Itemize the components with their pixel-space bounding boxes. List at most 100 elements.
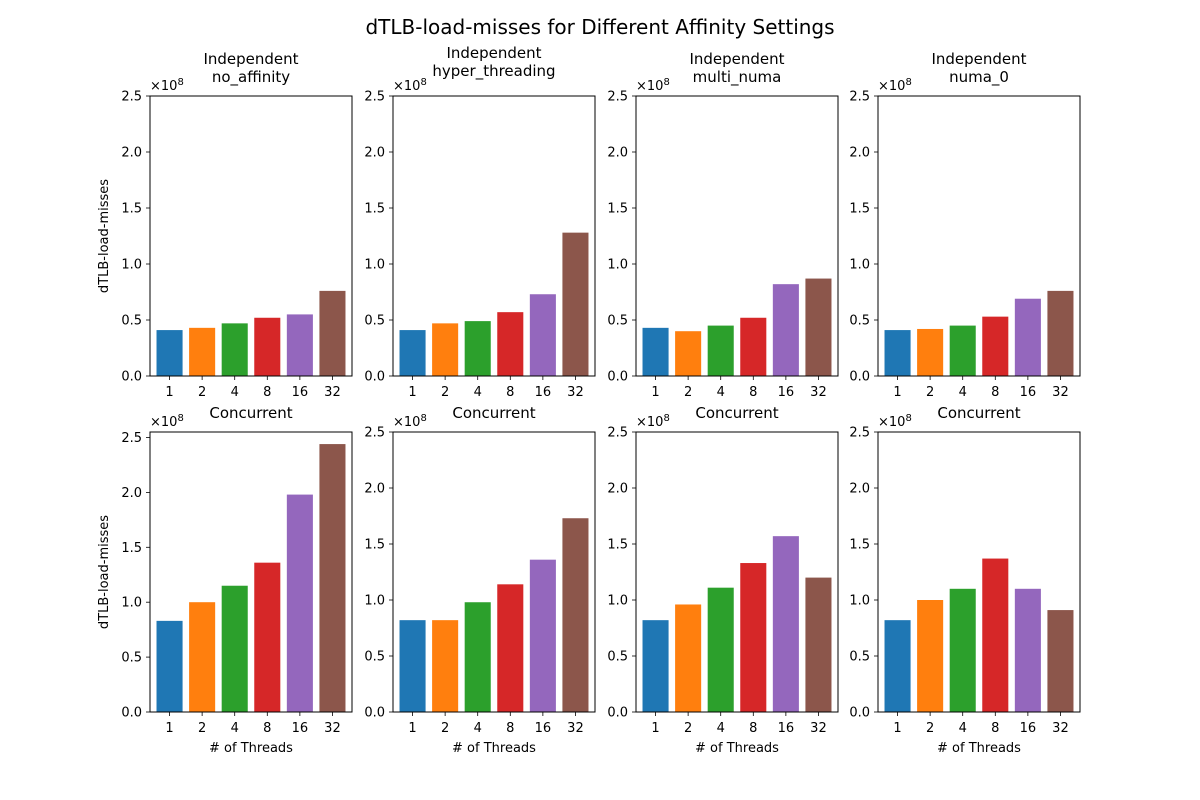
y-scale-label: ×108 xyxy=(393,413,427,430)
y-tick-label: 1.5 xyxy=(607,202,628,217)
bar-4 xyxy=(949,588,976,712)
bar-32 xyxy=(1047,610,1074,712)
bar-1 xyxy=(399,620,426,712)
y-tick-label: 1.5 xyxy=(607,538,628,553)
y-tick-label: 0.5 xyxy=(364,650,385,665)
y-axis-label: dTLB-load-misses xyxy=(97,179,112,293)
bar-1 xyxy=(156,620,183,712)
x-tick-label: 1 xyxy=(165,721,173,736)
y-tick-label: 2.0 xyxy=(849,146,870,161)
x-tick-label: 4 xyxy=(231,721,239,736)
y-tick-label: 2.0 xyxy=(607,146,628,161)
panel-3: 1 2 4 8 16 32 0.0 0.5 1.0 1.5 2.0 2.5 ×108 Independen… xyxy=(607,50,839,400)
bar-1 xyxy=(642,327,669,376)
bar-16 xyxy=(772,536,799,712)
y-tick-label: 0.0 xyxy=(607,706,628,721)
y-tick-label: 2.0 xyxy=(121,486,142,501)
panel-title: Independent xyxy=(203,50,298,68)
x-tick-label: 2 xyxy=(926,385,934,400)
y-tick-label: 1.5 xyxy=(849,202,870,217)
bar-32 xyxy=(319,444,346,712)
bar-2 xyxy=(917,328,944,376)
axes-frame xyxy=(877,431,1081,713)
y-tick-label: 2.0 xyxy=(607,482,628,497)
panel-title: Independent xyxy=(446,44,541,62)
bar-1 xyxy=(884,330,911,376)
x-tick-label: 16 xyxy=(292,721,309,736)
bar-2 xyxy=(675,331,702,376)
x-tick-label: 16 xyxy=(1020,385,1037,400)
bar-2 xyxy=(189,327,216,376)
y-tick-label: 2.5 xyxy=(607,426,628,441)
x-tick-label: 2 xyxy=(441,385,449,400)
y-tick-label: 1.0 xyxy=(121,596,142,611)
bar-2 xyxy=(432,323,459,376)
panel-title: numa_0 xyxy=(949,68,1009,87)
bar-8 xyxy=(254,562,281,712)
bar-4 xyxy=(464,602,491,712)
y-tick-label: 1.0 xyxy=(607,594,628,609)
y-scale-label: ×108 xyxy=(393,77,427,94)
y-tick-label: 0.0 xyxy=(849,706,870,721)
x-tick-label: 4 xyxy=(717,721,725,736)
bar-2 xyxy=(675,604,702,712)
axes-frame xyxy=(635,95,839,377)
bar-4 xyxy=(949,325,976,376)
x-tick-label: 1 xyxy=(893,385,901,400)
y-tick-label: 0.5 xyxy=(849,314,870,329)
panel-6: 1 2 4 8 16 32 0.0 0.5 1.0 1.5 2.0 2.5 ×108 Concurrent… xyxy=(364,404,596,756)
x-tick-label: 2 xyxy=(198,721,206,736)
axes-frame xyxy=(149,95,353,377)
bar-2 xyxy=(189,602,216,712)
y-tick-label: 1.0 xyxy=(364,594,385,609)
panel-4: 1 2 4 8 16 32 0.0 0.5 1.0 1.5 2.0 2.5 ×108 Independen… xyxy=(849,50,1081,400)
x-tick-label: 1 xyxy=(651,385,659,400)
y-tick-label: 2.0 xyxy=(364,146,385,161)
y-tick-label: 0.0 xyxy=(607,370,628,385)
bar-4 xyxy=(464,321,491,376)
x-tick-label: 2 xyxy=(198,385,206,400)
panel-title: Independent xyxy=(931,50,1026,68)
bar-8 xyxy=(982,558,1009,712)
bar-4 xyxy=(221,585,248,712)
x-tick-label: 8 xyxy=(506,385,514,400)
y-tick-label: 0.0 xyxy=(849,370,870,385)
y-tick-label: 0.0 xyxy=(364,706,385,721)
x-tick-label: 32 xyxy=(567,385,584,400)
x-tick-label: 4 xyxy=(959,385,967,400)
bar-8 xyxy=(497,312,524,376)
y-tick-label: 2.5 xyxy=(849,90,870,105)
x-tick-label: 8 xyxy=(991,721,999,736)
y-tick-label: 2.5 xyxy=(121,90,142,105)
x-tick-label: 8 xyxy=(991,385,999,400)
y-scale-label: ×108 xyxy=(150,413,184,430)
bar-8 xyxy=(254,317,281,376)
x-tick-label: 16 xyxy=(1020,721,1037,736)
y-tick-label: 0.5 xyxy=(121,314,142,329)
y-scale-label: ×108 xyxy=(636,413,670,430)
y-tick-label: 0.5 xyxy=(364,314,385,329)
x-tick-label: 8 xyxy=(263,385,271,400)
bar-16 xyxy=(529,559,556,712)
axes-frame xyxy=(149,431,353,713)
x-tick-label: 4 xyxy=(231,385,239,400)
y-tick-label: 1.5 xyxy=(121,202,142,217)
bar-1 xyxy=(642,620,669,712)
y-tick-label: 2.5 xyxy=(121,431,142,446)
panel-title: hyper_threading xyxy=(432,62,555,81)
bar-4 xyxy=(221,323,248,376)
bar-16 xyxy=(772,284,799,376)
axes-frame xyxy=(635,431,839,713)
bar-8 xyxy=(497,584,524,712)
y-tick-label: 0.5 xyxy=(607,650,628,665)
panel-5: 1 2 4 8 16 32 0.0 0.5 1.0 1.5 2.0 2.5 ×108 Concurrent… xyxy=(97,404,353,756)
y-tick-label: 1.0 xyxy=(364,258,385,273)
y-tick-label: 0.0 xyxy=(121,370,142,385)
bar-32 xyxy=(1047,290,1074,376)
bar-32 xyxy=(562,518,589,712)
y-tick-label: 1.5 xyxy=(364,538,385,553)
x-tick-label: 16 xyxy=(535,721,552,736)
bar-1 xyxy=(156,330,183,376)
